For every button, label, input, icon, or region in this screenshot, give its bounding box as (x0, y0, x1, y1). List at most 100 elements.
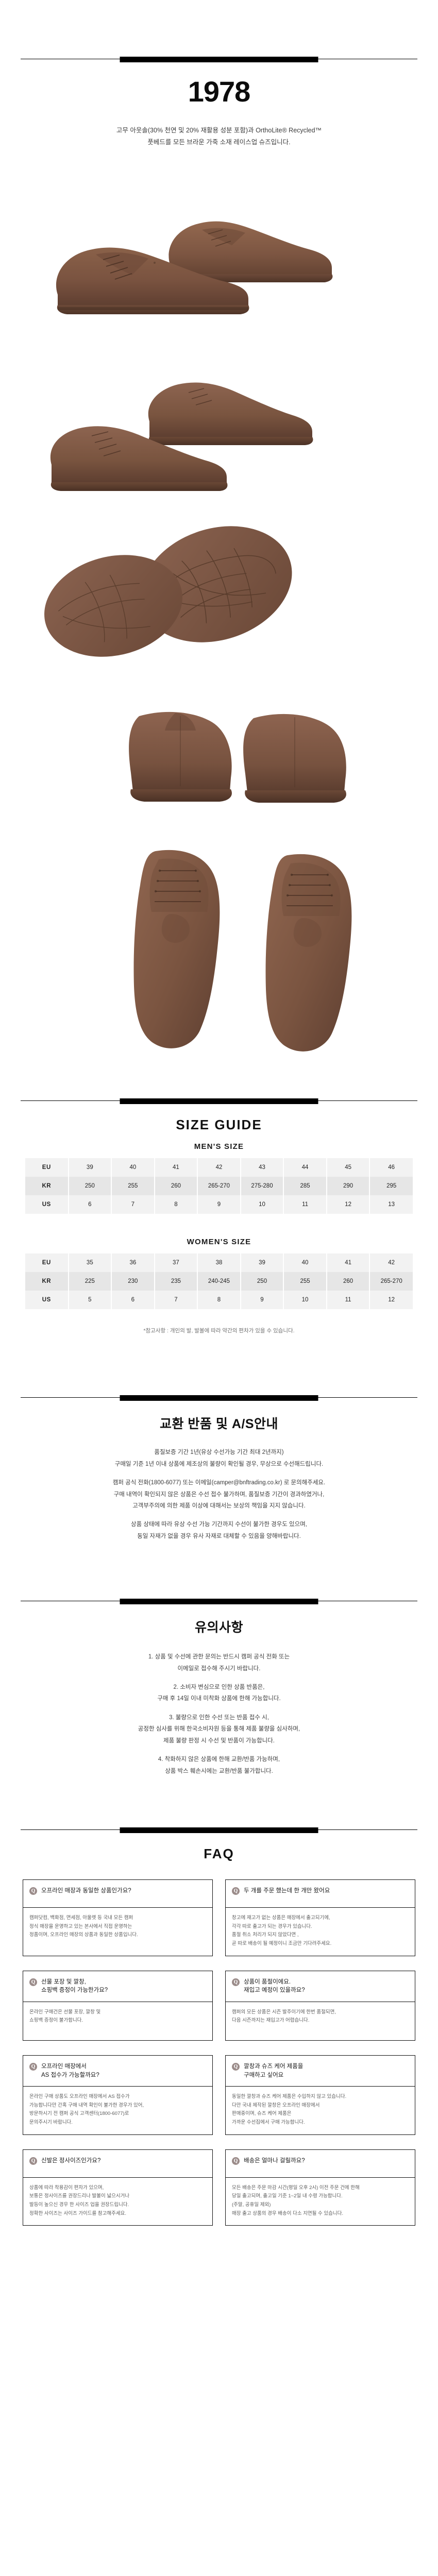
row-label: KR (25, 1272, 69, 1291)
text-line: 제품 불량 판정 시 수선 및 반품이 가능합니다. (163, 1737, 275, 1744)
answer-line: 쇼핑백 증정이 불가합니다. (29, 2018, 83, 2024)
product-photo-back-pair (0, 672, 438, 827)
answer-line: 캠퍼의 모든 상품은 시즌 발주이기에 한번 품절되면, (232, 2009, 336, 2015)
answer-line: 정확한 사이즈는 사이즈 가이드를 참고해주세요. (29, 2210, 126, 2216)
product-photo-top-pair (0, 826, 438, 1069)
cell: 7 (111, 1195, 155, 1214)
faq-card[interactable]: Q 배송은 얼마나 걸릴까요? 모든 배송은 주문 마감 시간(평일 오후 2시… (225, 2149, 415, 2226)
table-row: US 6 7 8 9 10 11 12 13 (25, 1195, 413, 1214)
faq-card[interactable]: Q 상품이 품절이에요. 재입고 예정이 있을까요? 캠퍼의 모든 상품은 시즌… (225, 1970, 415, 2041)
faq-answer: 캠퍼의 모든 상품은 시즌 발주이기에 한번 품절되면, 다음 시즌까지는 재입… (226, 2002, 415, 2040)
cell: 250 (68, 1177, 112, 1196)
answer-line: (주말, 공휴일 제외) (232, 2201, 271, 2208)
precaution-item-4: 4. 착화하지 않은 상품에 한해 교환/반품 가능하며, 상품 박스 훼손시에… (39, 1754, 399, 1777)
answer-line: 다만 국내 제작된 깔창은 오프라인 매장에서 (232, 2102, 320, 2108)
as-paragraph-1: 품질보증 기간 1년(유상 수선가능 기간 최대 2년까지) 구매일 기준 1년… (39, 1447, 399, 1470)
faq-card[interactable]: Q 선물 포장 및 깔창, 쇼핑백 증정이 가능한가요? 온라인 구매건은 선물… (23, 1970, 213, 2041)
faq-card[interactable]: Q 두 개를 주문 했는데 한 개만 왔어요 창고에 재고가 없는 상품은 매장… (225, 1879, 415, 1956)
question-mark-icon: Q (232, 2062, 240, 2071)
faq-question-row[interactable]: Q 오프라인 매장과 동일한 상품인가요? (23, 1880, 212, 1908)
row-label: EU (25, 1158, 69, 1177)
cell: 40 (111, 1158, 155, 1177)
faq-answer: 캠퍼닷컴, 백화점, 면세점, 아울렛 등 국내 모든 캠퍼 정식 매장을 운영… (23, 1908, 212, 1947)
divider-bar (120, 1395, 318, 1401)
table-row: EU 39 40 41 42 43 44 45 46 (25, 1158, 413, 1177)
cell: 36 (111, 1253, 155, 1273)
question-mark-icon: Q (29, 2062, 37, 2071)
answer-line: 품절 취소 처리가 되지 않았다면 , (232, 1932, 299, 1938)
answer-line: 상품에 따라 착용감이 편차가 있으며, (29, 2184, 104, 2191)
text-line: 구매 후 14일 이내 미착화 상품에 한해 가능합니다. (157, 1696, 281, 1702)
answer-line: 가능합니다만 간혹 구매 내역 확인이 불가한 경우가 있어, (29, 2102, 144, 2108)
mens-size-table: EU 39 40 41 42 43 44 45 46 KR 250 255 26… (25, 1158, 413, 1214)
text-line: 구매일 기준 1년 이내 상품에 제조상의 불량이 확인될 경우, 무상으로 수… (114, 1461, 324, 1467)
text-line: 품질보증 기간 1년(유상 수선가능 기간 최대 2년까지) (154, 1449, 284, 1456)
description-line-2: 풋베드를 모든 브라운 가죽 소재 레이스업 슈즈입니다. (147, 139, 291, 146)
answer-line: 보통은 정사이즈를 권장드리나 발볼이 넓으시거나 (29, 2193, 130, 2199)
faq-question-row[interactable]: Q 오프라인 매장에서 AS 접수가 가능할까요? (23, 2056, 212, 2087)
faq-question-row[interactable]: Q 두 개를 주문 했는데 한 개만 왔어요 (226, 1880, 415, 1908)
page-title: 1978 (188, 75, 251, 108)
hero-divider (21, 57, 417, 62)
cell: 8 (154, 1195, 198, 1214)
text-line: 상품 상태에 따라 유상 수선 가능 기간까지 수선이 불가한 경우도 있으며, (131, 1521, 307, 1528)
cell: 225 (68, 1272, 112, 1291)
faq-card[interactable]: Q 오프라인 매장에서 AS 접수가 가능할까요? 온라인 구매 상품도 오프라… (23, 2055, 213, 2135)
row-label: KR (25, 1177, 69, 1196)
cell: 39 (68, 1158, 112, 1177)
cell: 6 (111, 1291, 155, 1310)
cell: 40 (283, 1253, 327, 1273)
text-line: 4. 착화하지 않은 상품에 한해 교환/반품 가능하며, (158, 1756, 280, 1763)
size-guide-divider (21, 1098, 417, 1105)
answer-line: 당일 출고되며, 출고일 기준 1~2일 내 수령 가능합니다. (232, 2193, 343, 2199)
faq-question-row[interactable]: Q 깔창과 슈즈 케어 제품을 구매하고 싶어요 (226, 2056, 415, 2087)
faq-answer: 모든 배송은 주문 마감 시간(평일 오후 2시) 이전 주문 건에 한해 당일… (226, 2178, 415, 2226)
answer-line: 정품이며, 오프라인 매장의 상품과 동일한 상품입니다. (29, 1932, 138, 1938)
size-guide-title: SIZE GUIDE (176, 1117, 262, 1133)
faq-question-row[interactable]: Q 상품이 품절이에요. 재입고 예정이 있을까요? (226, 1971, 415, 2002)
cell: 290 (326, 1177, 370, 1196)
cell: 285 (283, 1177, 327, 1196)
precaution-item-2: 2. 소비자 변심으로 인한 상품 반품은, 구매 후 14일 이내 미착화 상… (39, 1682, 399, 1705)
cell: 7 (154, 1291, 198, 1310)
description-line-1: 고무 아웃솔(30% 천연 및 20% 재활용 성분 포함)과 OrthoLit… (116, 127, 322, 134)
product-photo-angled-pair (0, 347, 438, 502)
cell: 13 (369, 1195, 413, 1214)
cell: 41 (154, 1158, 198, 1177)
precautions-divider (21, 1599, 417, 1605)
faq-question-text: 오프라인 매장과 동일한 상품인가요? (41, 1888, 131, 1894)
answer-line: 모든 배송은 주문 마감 시간(평일 오후 2시) 이전 주문 건에 한해 (232, 2184, 360, 2191)
text-line: 2. 소비자 변심으로 인한 상품 반품은, (173, 1684, 265, 1691)
answer-line: 방문하시기 전 캠퍼 공식 고객센터(1800-6077)로 (29, 2111, 129, 2117)
table-row: EU 35 36 37 38 39 40 41 42 (25, 1253, 413, 1273)
cell: 10 (283, 1291, 327, 1310)
as-section-title: 교환 반품 및 A/S안내 (159, 1417, 278, 1432)
cell: 235 (154, 1272, 198, 1291)
row-label: US (25, 1291, 69, 1310)
question-mark-icon: Q (29, 2157, 37, 2165)
cell: 8 (197, 1291, 241, 1310)
cell: 240-245 (197, 1272, 241, 1291)
divider-bar (120, 57, 318, 62)
text-line: 동일 자재가 없을 경우 유사 자재로 대체할 수 있음을 양해바랍니다. (137, 1533, 301, 1539)
faq-card[interactable]: Q 신발은 정사이즈인가요? 상품에 따라 착용감이 편차가 있으며, 보통은 … (23, 2149, 213, 2226)
precaution-item-1: 1. 상품 및 수선에 관한 문의는 반드시 캠퍼 공식 전화 또는 이메일로 … (39, 1651, 399, 1674)
size-guide-note: *참고사항 : 개인의 발, 발볼에 따라 약간의 편차가 있을 수 있습니다. (143, 1328, 295, 1334)
faq-answer: 창고에 재고가 없는 상품은 매장에서 출고되기에, 각각 따로 출고가 되는 … (226, 1908, 415, 1956)
faq-card[interactable]: Q 깔창과 슈즈 케어 제품을 구매하고 싶어요 동일한 깔창과 슈즈 케어 제… (225, 2055, 415, 2135)
faq-question-row[interactable]: Q 배송은 얼마나 걸릴까요? (226, 2150, 415, 2178)
answer-line: 캠퍼닷컴, 백화점, 면세점, 아울렛 등 국내 모든 캠퍼 (29, 1915, 133, 1921)
table-row: KR 250 255 260 265-270 275-280 285 290 2… (25, 1177, 413, 1196)
product-detail-page: 1978 고무 아웃솔(30% 천연 및 20% 재활용 성분 포함)과 Ort… (0, 57, 438, 2226)
faq-divider (21, 1827, 417, 1833)
womens-size-subtitle: WOMEN'S SIZE (187, 1238, 251, 1247)
cell: 10 (240, 1195, 284, 1214)
faq-card[interactable]: Q 오프라인 매장과 동일한 상품인가요? 캠퍼닷컴, 백화점, 면세점, 아울… (23, 1879, 213, 1956)
faq-question-row[interactable]: Q 신발은 정사이즈인가요? (23, 2150, 212, 2178)
faq-question-row[interactable]: Q 선물 포장 및 깔창, 쇼핑백 증정이 가능한가요? (23, 1971, 212, 2002)
answer-line: 온라인 구매 상품도 오프라인 매장에서 AS 접수가 (29, 2094, 130, 2100)
product-description: 고무 아웃솔(30% 천연 및 20% 재활용 성분 포함)과 OrthoLit… (49, 125, 389, 148)
cell: 42 (197, 1158, 241, 1177)
cell: 5 (68, 1291, 112, 1310)
cell: 230 (111, 1272, 155, 1291)
